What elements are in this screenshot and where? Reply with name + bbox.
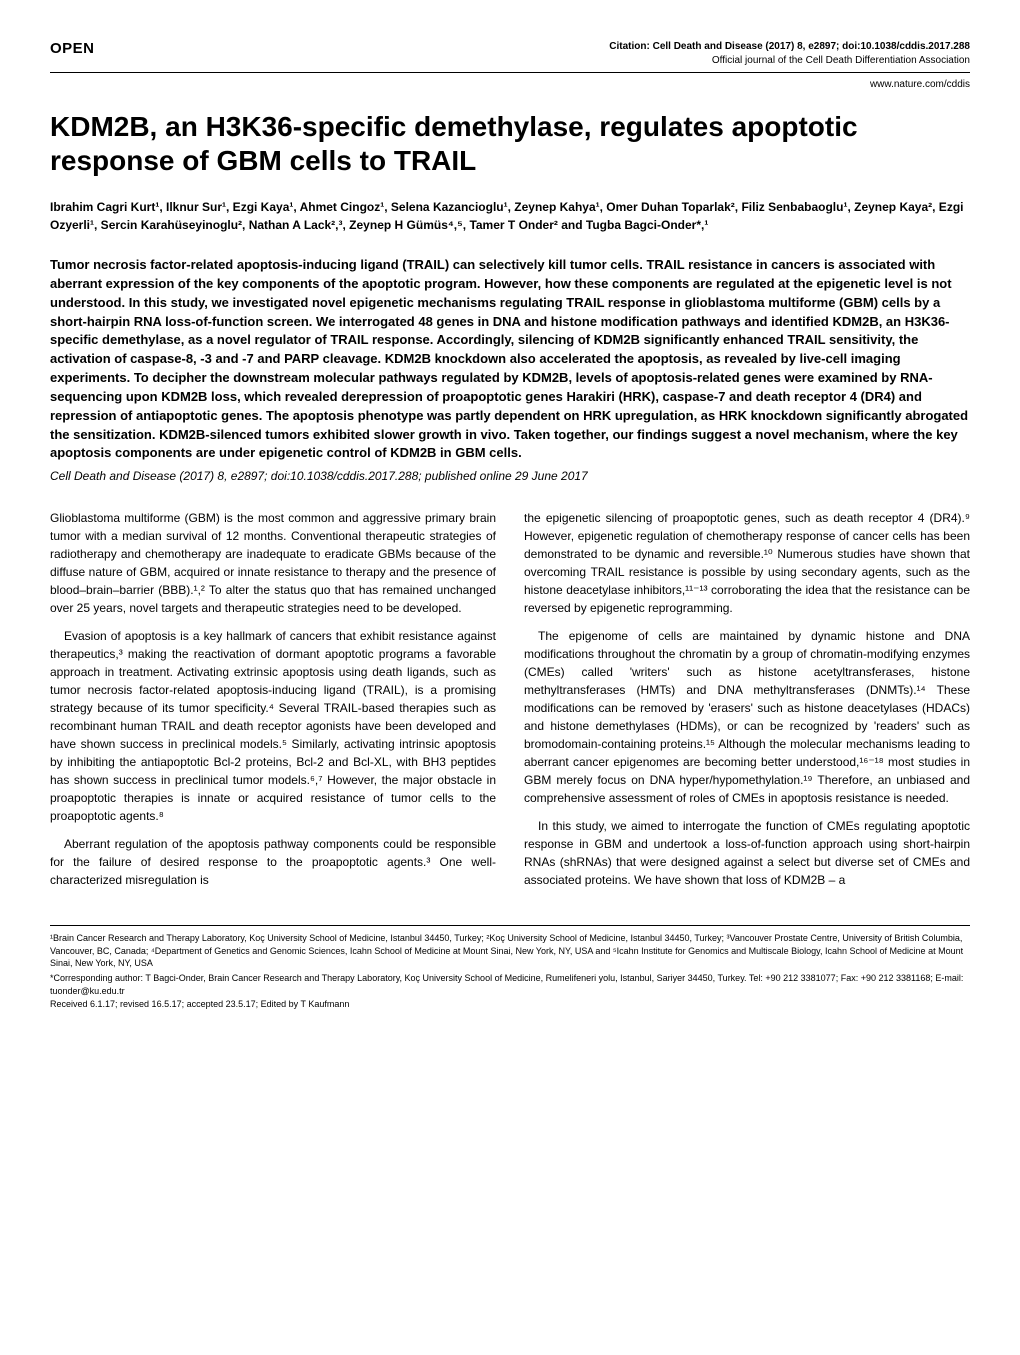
article-title: KDM2B, an H3K36-specific demethylase, re… bbox=[50, 110, 970, 177]
column-right: the epigenetic silencing of proapoptotic… bbox=[524, 509, 970, 899]
body-paragraph: Aberrant regulation of the apoptosis pat… bbox=[50, 835, 496, 889]
received-dates: Received 6.1.17; revised 16.5.17; accept… bbox=[50, 999, 970, 1009]
body-paragraph: In this study, we aimed to interrogate t… bbox=[524, 817, 970, 889]
body-paragraph: Evasion of apoptosis is a key hallmark o… bbox=[50, 627, 496, 825]
corresponding-author: *Corresponding author: T Bagci-Onder, Br… bbox=[50, 972, 970, 997]
body-paragraph: The epigenome of cells are maintained by… bbox=[524, 627, 970, 807]
citation-line: Citation: Cell Death and Disease (2017) … bbox=[609, 40, 970, 54]
column-left: Glioblastoma multiforme (GBM) is the mos… bbox=[50, 509, 496, 899]
body-paragraph: Glioblastoma multiforme (GBM) is the mos… bbox=[50, 509, 496, 617]
affiliations: ¹Brain Cancer Research and Therapy Labor… bbox=[50, 932, 970, 970]
body-columns: Glioblastoma multiforme (GBM) is the mos… bbox=[50, 509, 970, 899]
cite-line: Cell Death and Disease (2017) 8, e2897; … bbox=[50, 469, 970, 483]
abstract: Tumor necrosis factor-related apoptosis-… bbox=[50, 256, 970, 463]
citation-block: Citation: Cell Death and Disease (2017) … bbox=[609, 40, 970, 68]
url-line: www.nature.com/cddis bbox=[50, 79, 970, 90]
authors: Ibrahim Cagri Kurt¹, Ilknur Sur¹, Ezgi K… bbox=[50, 199, 970, 234]
journal-line: Official journal of the Cell Death Diffe… bbox=[609, 54, 970, 68]
footer-divider bbox=[50, 925, 970, 926]
open-access-label: OPEN bbox=[50, 40, 95, 57]
body-paragraph: the epigenetic silencing of proapoptotic… bbox=[524, 509, 970, 617]
header: OPEN Citation: Cell Death and Disease (2… bbox=[50, 40, 970, 73]
